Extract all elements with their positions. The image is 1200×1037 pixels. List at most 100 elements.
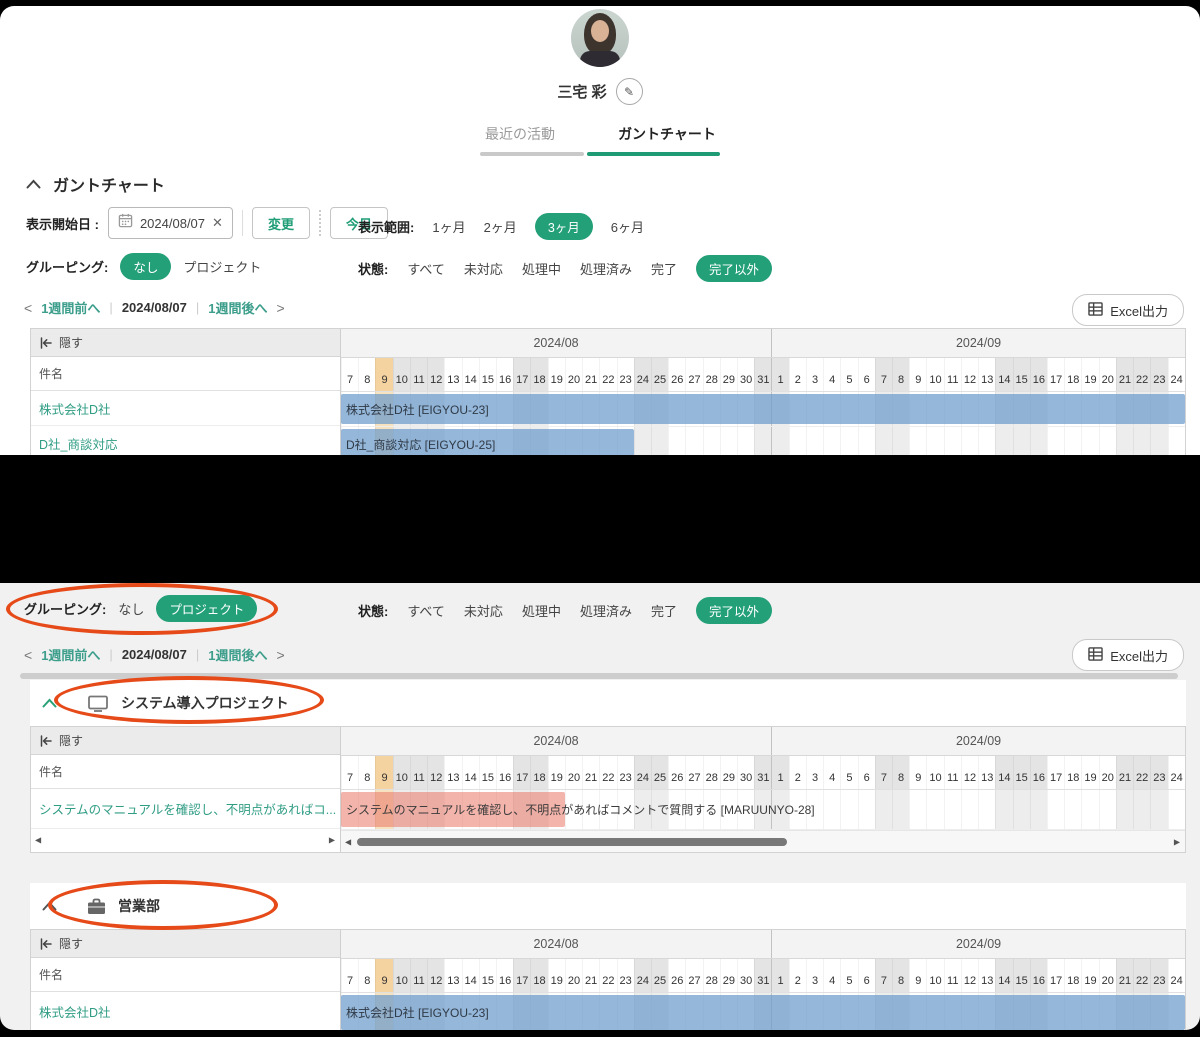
gantt-day-cell: 9	[909, 756, 926, 789]
status-option-resolved[interactable]: 処理済み	[579, 262, 632, 277]
tab-gantt-chart[interactable]: ガントチャート	[618, 126, 716, 142]
hide-columns-button[interactable]: 隠す	[39, 732, 83, 749]
task-link[interactable]: 株式会社D社	[39, 1006, 111, 1020]
chart-scrollbar[interactable]: ◀ ▶	[341, 830, 1185, 852]
next-week-link[interactable]: 1週間後へ	[208, 648, 268, 663]
prev-week-link[interactable]: 1週間前へ	[41, 301, 101, 316]
scroll-left-icon[interactable]: ◀	[345, 837, 352, 846]
week-navigation: < 1週間前へ | 2024/08/07 | 1週間後へ >	[24, 298, 285, 317]
status-option-resolved[interactable]: 処理済み	[579, 604, 632, 619]
next-week-link[interactable]: 1週間後へ	[208, 301, 268, 316]
change-button[interactable]: 変更	[251, 207, 310, 239]
week-navigation-bottom: < 1週間前へ | 2024/08/07 | 1週間後へ >	[24, 645, 285, 664]
gantt-grid-column	[1098, 427, 1116, 455]
gantt-bar[interactable]: システムのマニュアルを確認し、不明点があればコメントで質問する [MARUUNY…	[341, 792, 815, 827]
gantt-day-cell: 18	[530, 358, 548, 391]
status-option-inprogress[interactable]: 処理中	[521, 604, 561, 619]
collapse-chevron-icon[interactable]	[42, 901, 57, 911]
start-date-input[interactable]: 2024/08/07 ✕	[107, 207, 233, 239]
pencil-icon: ✎	[624, 84, 635, 99]
chevron-left-icon[interactable]: <	[24, 646, 33, 663]
collapse-chevron-icon[interactable]	[42, 698, 57, 708]
gantt-grid-column	[754, 427, 772, 455]
range-option-1month[interactable]: 1ヶ月	[432, 220, 466, 235]
scroll-right-icon[interactable]: ▶	[1173, 837, 1180, 846]
subject-column-header: 件名	[31, 357, 340, 391]
gantt-day-cell: 11	[943, 756, 961, 789]
separator: |	[109, 300, 113, 315]
gantt-grid-column	[1115, 427, 1134, 455]
hide-columns-button[interactable]: 隠す	[39, 935, 83, 952]
horizontal-scrollbar-track[interactable]	[20, 673, 1178, 679]
gantt-bar-label: D社_商談対応 [EIGYOU-25]	[346, 437, 496, 452]
collapse-chevron-icon[interactable]	[26, 179, 41, 189]
hide-label: 隠す	[59, 937, 84, 951]
gantt-grid-column	[633, 790, 651, 829]
avatar-face	[591, 20, 609, 42]
chevron-right-icon[interactable]: >	[276, 299, 285, 316]
gantt-grid-column	[582, 790, 599, 829]
task-link[interactable]: システムのマニュアルを確認し、不明点があればコ...	[39, 803, 337, 817]
gantt-day-cell: 24	[633, 358, 651, 391]
gantt-day-cell: 24	[633, 756, 651, 789]
scroll-left-icon[interactable]: ◀	[35, 835, 42, 845]
group-header-sales-dept[interactable]: 営業部	[30, 883, 1186, 929]
grouping-option-project[interactable]: プロジェクト	[183, 260, 262, 275]
clear-date-icon[interactable]: ✕	[212, 215, 223, 230]
status-option-all[interactable]: すべて	[407, 262, 445, 277]
gantt-day-cell: 23	[1150, 959, 1168, 992]
gantt-day-cell: 8	[892, 756, 910, 789]
grouping-option-project-selected[interactable]: プロジェクト	[156, 595, 258, 622]
gantt-day-cell: 17	[1046, 358, 1064, 391]
status-option-closed[interactable]: 完了	[650, 604, 677, 619]
status-option-all[interactable]: すべて	[407, 604, 445, 619]
grouping-option-none-selected[interactable]: なし	[120, 253, 172, 280]
range-option-6month[interactable]: 6ヶ月	[610, 220, 644, 235]
gantt-bar[interactable]: 株式会社D社 [EIGYOU-23]	[341, 995, 1185, 1030]
chevron-left-icon[interactable]: <	[24, 299, 33, 316]
gantt-grid-column	[1150, 427, 1168, 455]
gantt-day-cell: 20	[564, 959, 582, 992]
monitor-icon	[87, 695, 109, 712]
gantt-day-cell: 15	[1012, 756, 1030, 789]
status-option-inprogress[interactable]: 処理中	[521, 262, 561, 277]
task-link[interactable]: D社_商談対応	[39, 437, 118, 452]
prev-week-link[interactable]: 1週間前へ	[41, 648, 101, 663]
status-option-open[interactable]: 未対応	[463, 604, 503, 619]
gantt-day-cell: 21	[582, 959, 599, 992]
range-option-3month-selected[interactable]: 3ヶ月	[534, 213, 593, 240]
start-date-value: 2024/08/07	[139, 215, 206, 231]
chevron-right-icon[interactable]: >	[276, 646, 285, 663]
bottom-section: グルーピング: なし プロジェクト 状態: すべて 未対応 処理中 処理済み 完…	[0, 583, 1200, 1030]
status-option-notclosed-selected[interactable]: 完了以外	[695, 597, 772, 624]
gantt-grid-column	[668, 790, 685, 829]
gantt-day-cell: 5	[840, 959, 857, 992]
status-option-notclosed-selected[interactable]: 完了以外	[695, 255, 772, 282]
range-option-2month[interactable]: 2ヶ月	[483, 220, 517, 235]
today-button[interactable]: 今日	[329, 207, 388, 239]
task-link[interactable]: 株式会社D社	[39, 402, 111, 417]
status-option-open[interactable]: 未対応	[463, 262, 503, 277]
excel-export-button-bottom[interactable]: Excel出力	[1072, 639, 1184, 671]
gantt-chart-area: 2024/08 2024/09 7 8 9 10 11 12 13 14 15 16 17 18 19 20 2…	[341, 930, 1185, 1030]
gantt-bar[interactable]: 株式会社D社 [EIGYOU-23]	[341, 394, 1185, 424]
group-header-system-project[interactable]: システム導入プロジェクト	[30, 680, 1186, 726]
gantt-bar-row: 株式会社D社 [EIGYOU-23]	[341, 993, 1185, 1030]
excel-export-label: Excel出力	[1110, 303, 1168, 319]
hide-columns-button[interactable]: 隠す	[39, 334, 83, 351]
grouping-option-none[interactable]: なし	[118, 602, 145, 617]
left-panel-scrollbar[interactable]: ◀ ▶	[31, 829, 340, 851]
excel-export-button[interactable]: Excel出力	[1072, 294, 1184, 326]
scroll-right-icon[interactable]: ▶	[328, 835, 335, 845]
gantt-day-cell: 12	[427, 358, 445, 391]
gantt-day-cell: 15	[478, 756, 496, 789]
scrollbar-thumb[interactable]	[357, 838, 787, 846]
edit-profile-button[interactable]: ✎	[615, 78, 643, 105]
gantt-grid-column	[960, 790, 978, 829]
gantt-bar[interactable]: D社_商談対応 [EIGYOU-25]	[341, 429, 634, 455]
tab-recent-activity[interactable]: 最近の活動	[485, 126, 555, 142]
gantt-day-cell: 1	[771, 358, 789, 391]
gantt-day-cell: 7	[874, 756, 892, 789]
gantt-grid-column	[771, 427, 789, 455]
status-option-closed[interactable]: 完了	[650, 262, 677, 277]
